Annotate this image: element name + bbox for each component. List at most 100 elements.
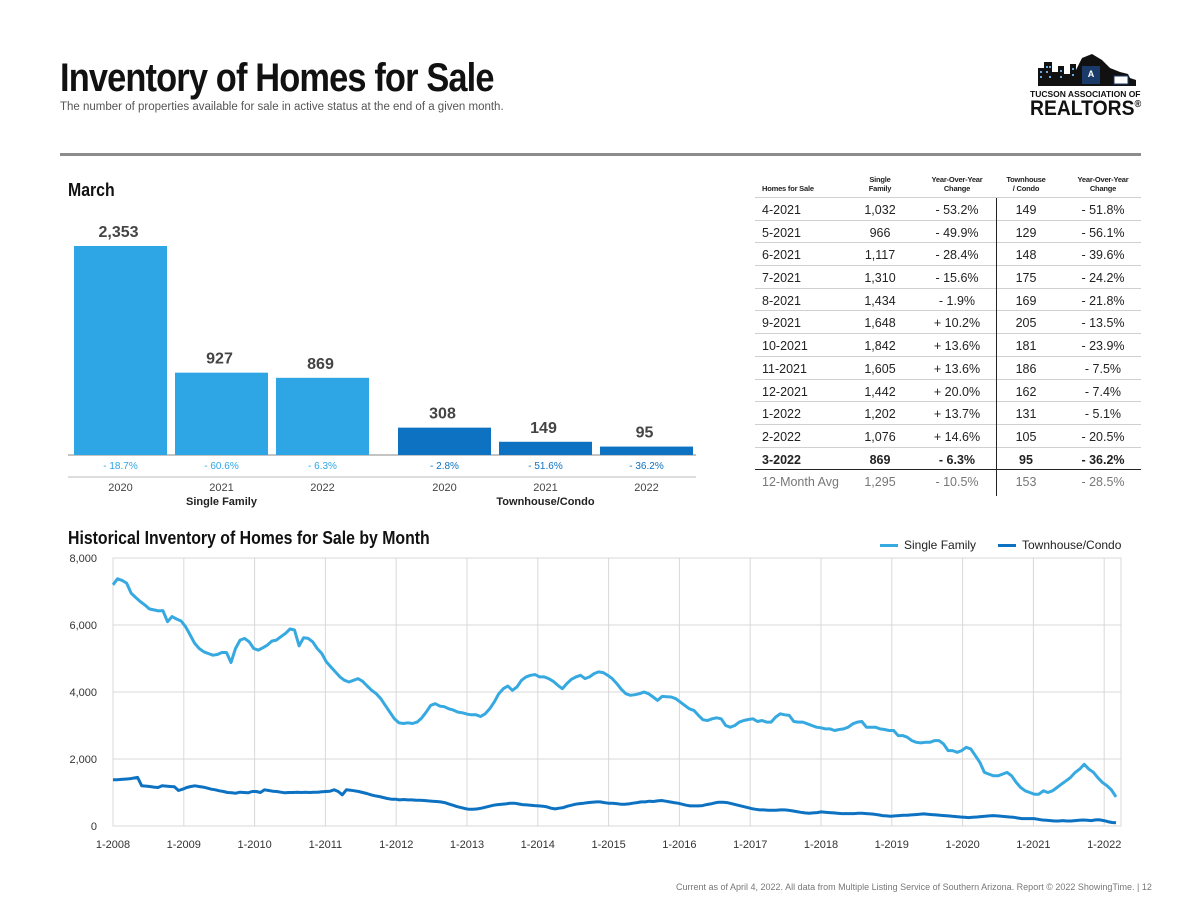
historical-line-chart: 0 2,000 4,000 6,000 8,000 1-2008 1-2009 1-2010 1…	[69, 553, 1122, 851]
bar-value-label: 308	[429, 406, 456, 423]
table-cell: - 51.8%	[1081, 203, 1125, 217]
table-cell: - 49.9%	[935, 225, 979, 240]
table-cell: - 56.1%	[1081, 225, 1125, 240]
x-tick-label: 1-2010	[237, 839, 271, 851]
bar-change-label: - 60.6%	[204, 461, 239, 472]
table-cell: 1,842	[864, 339, 896, 354]
line-chart-title: Historical Inventory of Homes for Sale b…	[68, 528, 430, 548]
x-tick-label: 1-2017	[733, 839, 767, 851]
table-cell: 869	[869, 452, 891, 467]
table-row: 11-2021 1,605 + 13.6% 186 - 7.5%	[755, 357, 1141, 380]
table-cell: 1,032	[864, 203, 896, 217]
table-avg-row: 12-Month Avg 1,295 - 10.5% 153 - 28.5%	[755, 470, 1141, 493]
table-row: 7-2021 1,310 - 15.6% 175 - 24.2%	[755, 266, 1141, 289]
th-yoy2-l2: Change	[1089, 184, 1117, 193]
page-title: Inventory of Homes for Sale	[60, 56, 495, 100]
march-bar-chart: 2,353 - 18.7% 2020 927 - 60.6% 2021 869 - 6.3% 2…	[68, 224, 696, 508]
table-row: 1-2022 1,202 + 13.7% 131 - 5.1%	[755, 402, 1141, 425]
table-cell: 1,310	[864, 271, 896, 286]
bar-year-label: 2020	[432, 482, 456, 494]
table-cell: 1,434	[864, 293, 896, 308]
bar-change-label: - 36.2%	[629, 461, 664, 472]
table-header: Homes for Sale Single Family Year-Over-Ye…	[755, 168, 1141, 198]
th-single-l1: Single	[869, 175, 891, 184]
table-cell: 162	[1015, 384, 1037, 399]
table-cell: + 14.6%	[933, 429, 981, 444]
logo-registered-mark: ®	[1134, 99, 1142, 110]
th-single-l2: Family	[868, 184, 892, 193]
table-cell: 7-2021	[762, 271, 801, 286]
table-cell: 1-2022	[762, 407, 801, 422]
table-cell: 1,117	[864, 248, 896, 263]
x-tick-label: 1-2016	[662, 839, 696, 851]
table-cell: - 20.5%	[1081, 429, 1125, 444]
table-cell: + 13.6%	[933, 339, 981, 354]
table-row: 5-2021 966 - 49.9% 129 - 56.1%	[755, 221, 1141, 244]
x-tick-label: 1-2011	[309, 839, 342, 851]
th-town: Townhouse / Condo	[997, 175, 1055, 193]
table-cell: + 13.7%	[933, 407, 981, 422]
table-cell: 4-2021	[762, 203, 801, 217]
x-tick-label: 1-2019	[875, 839, 909, 851]
th-town-l1: Townhouse	[1006, 175, 1046, 184]
city-skyline-icon: A	[1038, 54, 1136, 86]
table-cell: 2-2022	[762, 429, 801, 444]
table-cell: - 13.5%	[1081, 316, 1125, 331]
x-tick-label: 1-2015	[591, 839, 625, 851]
bar-3	[398, 427, 491, 455]
x-tick-label: 1-2020	[945, 839, 979, 851]
table-cell: 1,076	[864, 429, 896, 444]
bar-year-label: 2021	[209, 482, 233, 494]
legend-label-town: Townhouse/Condo	[1022, 538, 1122, 552]
th-yoy1-l2: Change	[943, 184, 971, 193]
table-divider	[996, 198, 997, 496]
table-cell: + 10.2%	[933, 316, 981, 331]
table-cell: 105	[1015, 429, 1037, 444]
y-tick-label: 4,000	[69, 687, 97, 699]
footer-note: Current as of April 4, 2022. All data fr…	[676, 882, 1152, 892]
y-tick-label: 2,000	[69, 754, 97, 766]
th-single: Single Family	[851, 175, 909, 193]
bar-year-label: 2021	[533, 482, 557, 494]
table-cell: 10-2021	[762, 339, 808, 354]
table-cell: 9-2021	[762, 316, 801, 331]
table-cell: - 6.3%	[938, 452, 976, 467]
legend-single-family: Single Family	[880, 538, 976, 552]
group-label-townhouse: Townhouse/Condo	[496, 496, 594, 508]
table-row: 12-2021 1,442 + 20.0% 162 - 7.4%	[755, 380, 1141, 403]
table-cell: 12-Month Avg	[762, 475, 839, 490]
table-cell: - 15.6%	[935, 271, 979, 286]
bar-change-label: - 51.6%	[528, 461, 563, 472]
table-cell: 1,648	[864, 316, 896, 331]
table-cell: 95	[1019, 452, 1033, 467]
table-body: 4-2021 1,032 - 53.2% 149 - 51.8% 5-2021 966 - 4…	[755, 198, 1141, 493]
bar-change-label: - 18.7%	[103, 461, 138, 472]
table-cell: 131	[1015, 407, 1037, 422]
bar-year-label: 2022	[310, 482, 334, 494]
table-cell: 8-2021	[762, 293, 801, 308]
x-tick-label: 1-2013	[450, 839, 484, 851]
bar-value-label: 2,353	[98, 224, 138, 241]
table-cell: 175	[1015, 271, 1037, 286]
table-cell: - 5.1%	[1084, 407, 1122, 422]
table-cell: 129	[1015, 225, 1037, 240]
table-cell: 205	[1015, 316, 1037, 331]
bar-5	[600, 446, 693, 455]
table-cell: - 24.2%	[1081, 271, 1125, 286]
table-cell: - 7.4%	[1084, 384, 1122, 399]
logo-line1: TUCSON ASSOCIATION OF	[1030, 89, 1141, 99]
bar-value-label: 149	[530, 420, 557, 437]
table-cell: 3-2022	[762, 452, 801, 467]
table-cell: - 7.5%	[1084, 361, 1122, 376]
table-cell: - 23.9%	[1081, 339, 1125, 354]
x-tick-label: 1-2008	[96, 839, 130, 851]
bar-value-label: 869	[307, 356, 334, 373]
table-cell: - 39.6%	[1081, 248, 1125, 263]
y-tick-label: 0	[91, 821, 97, 833]
bar-year-label: 2022	[634, 482, 658, 494]
table-cell: 186	[1015, 361, 1037, 376]
bar-change-label: - 6.3%	[308, 461, 337, 472]
table-cell: - 28.5%	[1081, 475, 1125, 490]
header-divider	[60, 153, 1141, 156]
bar-value-label: 927	[206, 351, 233, 368]
